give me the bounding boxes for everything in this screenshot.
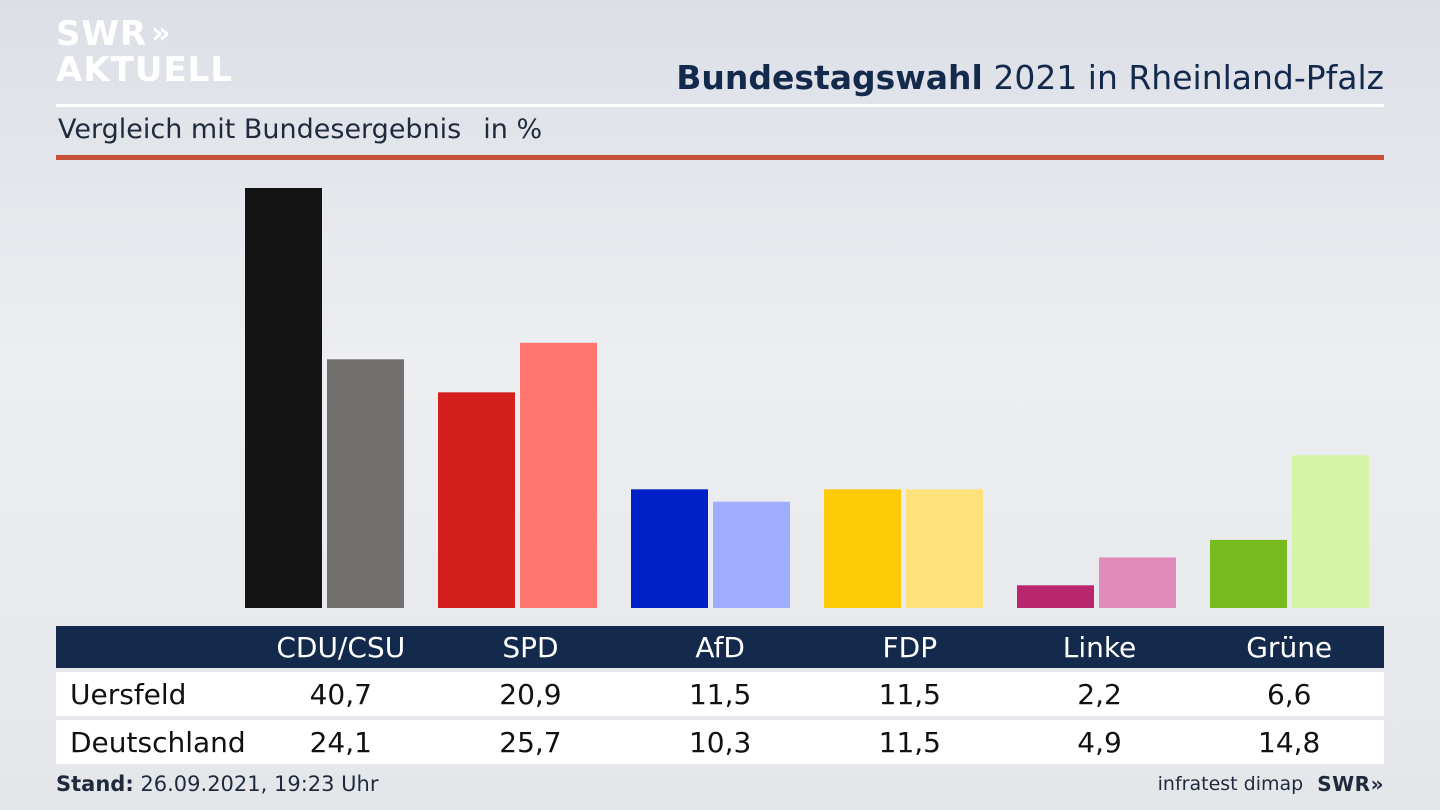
source-credit: infratest dimap <box>1157 773 1304 795</box>
bar-afd-uersfeld <box>631 489 708 608</box>
bar-fdp-uersfeld <box>824 489 901 608</box>
bar-linke-uersfeld <box>1017 585 1094 608</box>
swr-aktuell-logo: SWR» AKTUELL <box>56 16 233 88</box>
table-row-uersfeld: Uersfeld 40,7 20,9 11,5 11,5 2,2 6,6 <box>56 672 1384 716</box>
logo-swr-text: SWR <box>56 14 148 54</box>
footer-swr-logo: SWR» <box>1317 772 1384 796</box>
value-cell-cdu-csu-uersfeld: 40,7 <box>309 677 372 711</box>
value-cell-gr-ne-uersfeld: 6,6 <box>1266 677 1312 711</box>
bar-gr-ne-deutschland <box>1292 455 1369 608</box>
footer-credits: infratest dimap SWR» <box>1158 772 1384 796</box>
value-cell-afd-uersfeld: 11,5 <box>688 677 752 711</box>
bar-spd-uersfeld <box>438 392 515 608</box>
subtitle-unit: in % <box>483 114 543 145</box>
value-cell-cdu-csu-deutschland: 24,1 <box>309 725 372 759</box>
column-header-afd: AfD <box>695 630 745 664</box>
column-header-gr-ne: Grüne <box>1246 630 1333 664</box>
bar-chart <box>245 188 1369 608</box>
value-cell-linke-uersfeld: 2,2 <box>1077 677 1122 711</box>
header-divider <box>56 104 1384 107</box>
bar-fdp-deutschland <box>906 489 983 608</box>
value-cell-spd-deutschland: 25,7 <box>499 725 562 759</box>
table-header-row: CDU/CSU SPD AfD FDP Linke Grüne <box>56 626 1384 668</box>
timestamp: Stand: 26.09.2021, 19:23 Uhr <box>56 772 379 796</box>
column-header-spd: SPD <box>502 630 559 664</box>
table-row-deutschland: Deutschland 24,1 25,7 10,3 11,5 4,9 14,8 <box>56 720 1384 764</box>
bar-spd-deutschland <box>520 342 597 608</box>
chart-subtitle: Vergleich mit Bundesergebnis in % <box>58 114 542 145</box>
column-header-fdp: FDP <box>882 630 938 664</box>
bar-cdu-csu-deutschland <box>327 359 404 608</box>
column-header-linke: Linke <box>1062 630 1137 664</box>
stand-value: 26.09.2021, 19:23 Uhr <box>133 772 379 796</box>
bar-linke-deutschland <box>1099 557 1176 608</box>
value-cell-fdp-deutschland: 11,5 <box>878 725 941 759</box>
header-empty-cell <box>56 626 246 668</box>
bar-afd-deutschland <box>713 501 790 608</box>
title-rest: 2021 in Rheinland-Pfalz <box>982 58 1384 97</box>
value-cell-gr-ne-deutschland: 14,8 <box>1258 725 1321 759</box>
subtitle-text: Vergleich mit Bundesergebnis <box>58 114 462 145</box>
bar-cdu-csu-uersfeld <box>245 188 322 608</box>
subtitle-divider <box>56 155 1384 160</box>
logo-aktuell-text: AKTUELL <box>56 50 234 90</box>
bar-gr-ne-uersfeld <box>1210 539 1287 608</box>
page-title: Bundestagswahl 2021 in Rheinland-Pfalz <box>676 58 1384 97</box>
stand-label: Stand: <box>56 772 134 796</box>
value-cell-fdp-uersfeld: 11,5 <box>878 677 941 711</box>
column-header-cdu-csu: CDU/CSU <box>276 630 406 664</box>
row-label-deutschland: Deutschland <box>70 725 246 759</box>
title-bold: Bundestagswahl <box>676 58 983 97</box>
value-cell-afd-deutschland: 10,3 <box>688 725 752 759</box>
results-table: CDU/CSU SPD AfD FDP Linke Grüne Uersfeld 40,7… <box>56 626 1384 764</box>
value-cell-spd-uersfeld: 20,9 <box>499 677 562 711</box>
value-cell-linke-deutschland: 4,9 <box>1077 725 1122 759</box>
row-label-uersfeld: Uersfeld <box>70 677 187 711</box>
